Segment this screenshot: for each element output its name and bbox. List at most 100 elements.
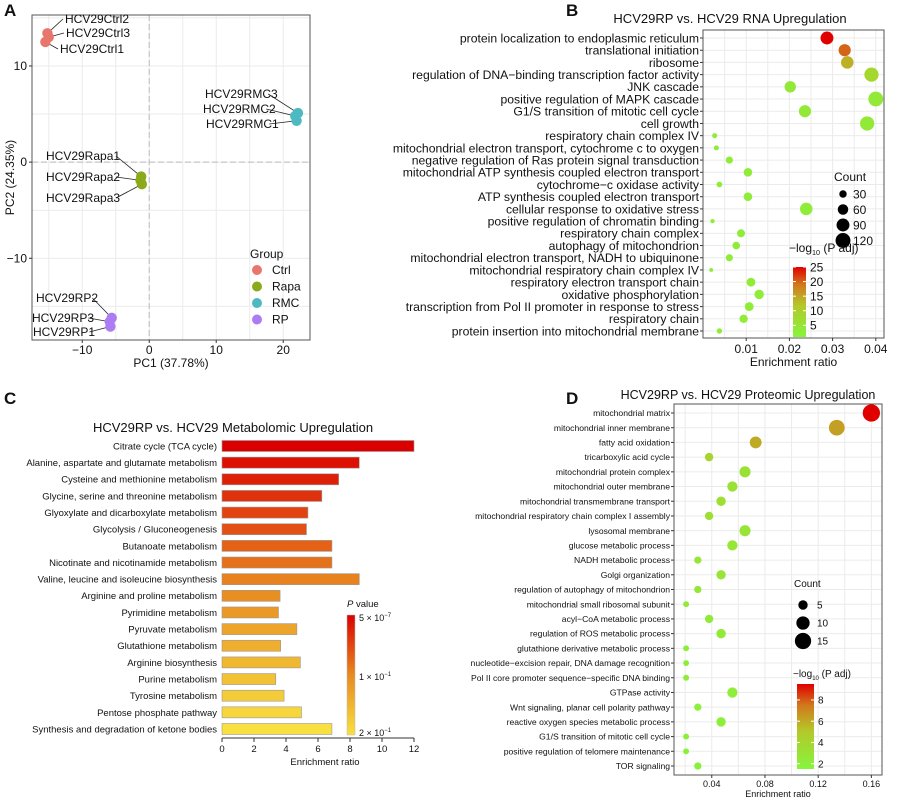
- enrichment-dot: [798, 105, 812, 118]
- category-label: Arginine and proline metabolism: [81, 591, 217, 602]
- x-tick-label: 0.04: [864, 342, 888, 356]
- term-label: lysosomal membrane: [588, 526, 670, 536]
- bar: [221, 540, 333, 552]
- color-legend-title-sub: 10: [812, 676, 819, 682]
- term-label: respiratory chain complex: [560, 227, 699, 241]
- enrichment-dot: [716, 181, 723, 188]
- category-label: Purine metabolism: [138, 674, 217, 685]
- category-label: Pyruvate metabolism: [128, 625, 217, 636]
- enrichment-dot: [739, 314, 748, 323]
- x-axis-label: Enrichment ratio: [290, 757, 359, 768]
- enrichment-dot: [716, 328, 723, 334]
- enrichment-dot: [868, 91, 884, 107]
- category-label: Alanine, aspartate and glutamate metabol…: [26, 458, 217, 469]
- color-legend-label: 2 × 10−1: [359, 728, 392, 738]
- bar: [221, 723, 333, 735]
- enrichment-dot: [732, 241, 741, 250]
- x-tick-label: 0.08: [756, 779, 774, 789]
- term-label: mitochondrial small ribosomal subunit: [527, 599, 671, 609]
- color-legend-bar: [797, 684, 814, 769]
- enrichment-dot: [864, 67, 879, 82]
- point-label: HCV29Rapa2: [46, 170, 120, 184]
- enrichment-dot: [838, 44, 851, 57]
- enrichment-dot: [694, 585, 702, 594]
- category-label: Glycine, serine and threonine metabolism: [42, 491, 217, 502]
- category-label: Glutathione metabolism: [117, 641, 217, 652]
- enrichment-dot: [716, 570, 726, 580]
- point-label: HCV29RMC2: [203, 102, 276, 116]
- enrichment-dot: [739, 466, 751, 478]
- y-tick-label: −10: [7, 251, 28, 265]
- x-tick-label: 0.01: [735, 342, 759, 356]
- bar: [221, 473, 339, 486]
- size-legend-label: 90: [853, 218, 867, 232]
- term-label: mitochondrial transmembrane transport: [520, 496, 671, 506]
- color-legend-label: 5: [810, 319, 817, 333]
- term-label: cellular response to oxidative stress: [506, 202, 699, 216]
- x-tick-label: 0.04: [703, 779, 721, 789]
- point-label: HCV29Ctrl1: [60, 42, 124, 56]
- enrichment-dot: [862, 404, 881, 422]
- term-label: autophagy of mitochondrion: [549, 239, 699, 253]
- legend-label: Ctrl: [272, 263, 291, 277]
- bar: [221, 523, 307, 536]
- term-label: respiratory chain: [609, 312, 699, 326]
- x-tick-label: −10: [72, 343, 93, 357]
- size-legend-label: 5: [817, 601, 823, 612]
- enrichment-dot: [743, 192, 753, 202]
- color-legend-label: 8: [818, 696, 824, 707]
- color-legend-mantissa: 5 × 10: [359, 613, 384, 623]
- point-label: HCV29Ctrl2: [65, 12, 129, 26]
- bar: [221, 506, 309, 519]
- category-label: Glycolysis / Gluconeogenesis: [93, 525, 217, 536]
- bar: [221, 556, 333, 569]
- enrichment-dot: [860, 116, 875, 131]
- enrichment-dot: [727, 481, 738, 492]
- term-label: protein insertion into mitochondrial mem…: [452, 324, 699, 338]
- enrichment-dot: [799, 202, 813, 216]
- term-label: tricarboxylic acid cycle: [585, 452, 671, 462]
- size-legend-dot: [839, 190, 847, 198]
- bar: [221, 573, 360, 585]
- bar: [221, 490, 323, 502]
- x-tick-label: 0: [219, 744, 224, 755]
- term-label: regulation of DNA−binding transcription …: [412, 68, 700, 82]
- category-label: Butanoate metabolism: [122, 541, 217, 552]
- label-leader: [115, 155, 142, 177]
- x-tick-label: 10: [377, 744, 388, 755]
- enrichment-dot: [739, 525, 751, 537]
- category-label: Arginine biosynthesis: [127, 658, 217, 669]
- color-legend-title: −log10 (P adj): [789, 241, 859, 257]
- x-tick-label: 10: [210, 343, 224, 357]
- enrichment-dot: [683, 733, 690, 740]
- enrichment-dot: [716, 628, 726, 639]
- term-label: ribosome: [649, 56, 699, 70]
- size-legend-label: 30: [853, 187, 867, 201]
- x-axis-label: Enrichment ratio: [745, 789, 811, 799]
- legend-swatch: [252, 298, 262, 308]
- term-label: mitochondrial ATP synthesis coupled elec…: [403, 166, 700, 180]
- enrichment-dot: [841, 56, 854, 69]
- color-legend-label: 1 × 10−1: [359, 672, 392, 682]
- color-legend-title-tail: (P adj): [820, 241, 858, 255]
- x-tick-label: 0.16: [863, 779, 881, 789]
- bar: [221, 623, 298, 635]
- panel-letter-a: A: [4, 1, 16, 20]
- enrichment-dot: [736, 229, 746, 238]
- enrichment-dot: [710, 218, 715, 224]
- x-tick-label: 20: [277, 343, 291, 357]
- x-axis-label: PC1 (37.78%): [133, 356, 208, 370]
- x-tick-label: 0: [146, 343, 153, 357]
- term-label: ATP synthesis coupled electron transport: [478, 190, 700, 204]
- plot-frame: [31, 14, 311, 341]
- bar: [221, 456, 360, 469]
- term-label: Golgi organization: [601, 570, 670, 580]
- term-label: mitochondrial matrix: [593, 408, 671, 418]
- term-label: protein localization to endoplasmic reti…: [460, 31, 699, 45]
- enrichment-dot: [727, 540, 738, 551]
- color-legend-title-tail: (P adj): [819, 669, 851, 680]
- pca-point-rmc: [291, 115, 302, 126]
- color-legend-label: 15: [810, 289, 824, 303]
- term-label: mitochondrial respiratory chain complex …: [469, 263, 699, 277]
- bar: [221, 606, 279, 619]
